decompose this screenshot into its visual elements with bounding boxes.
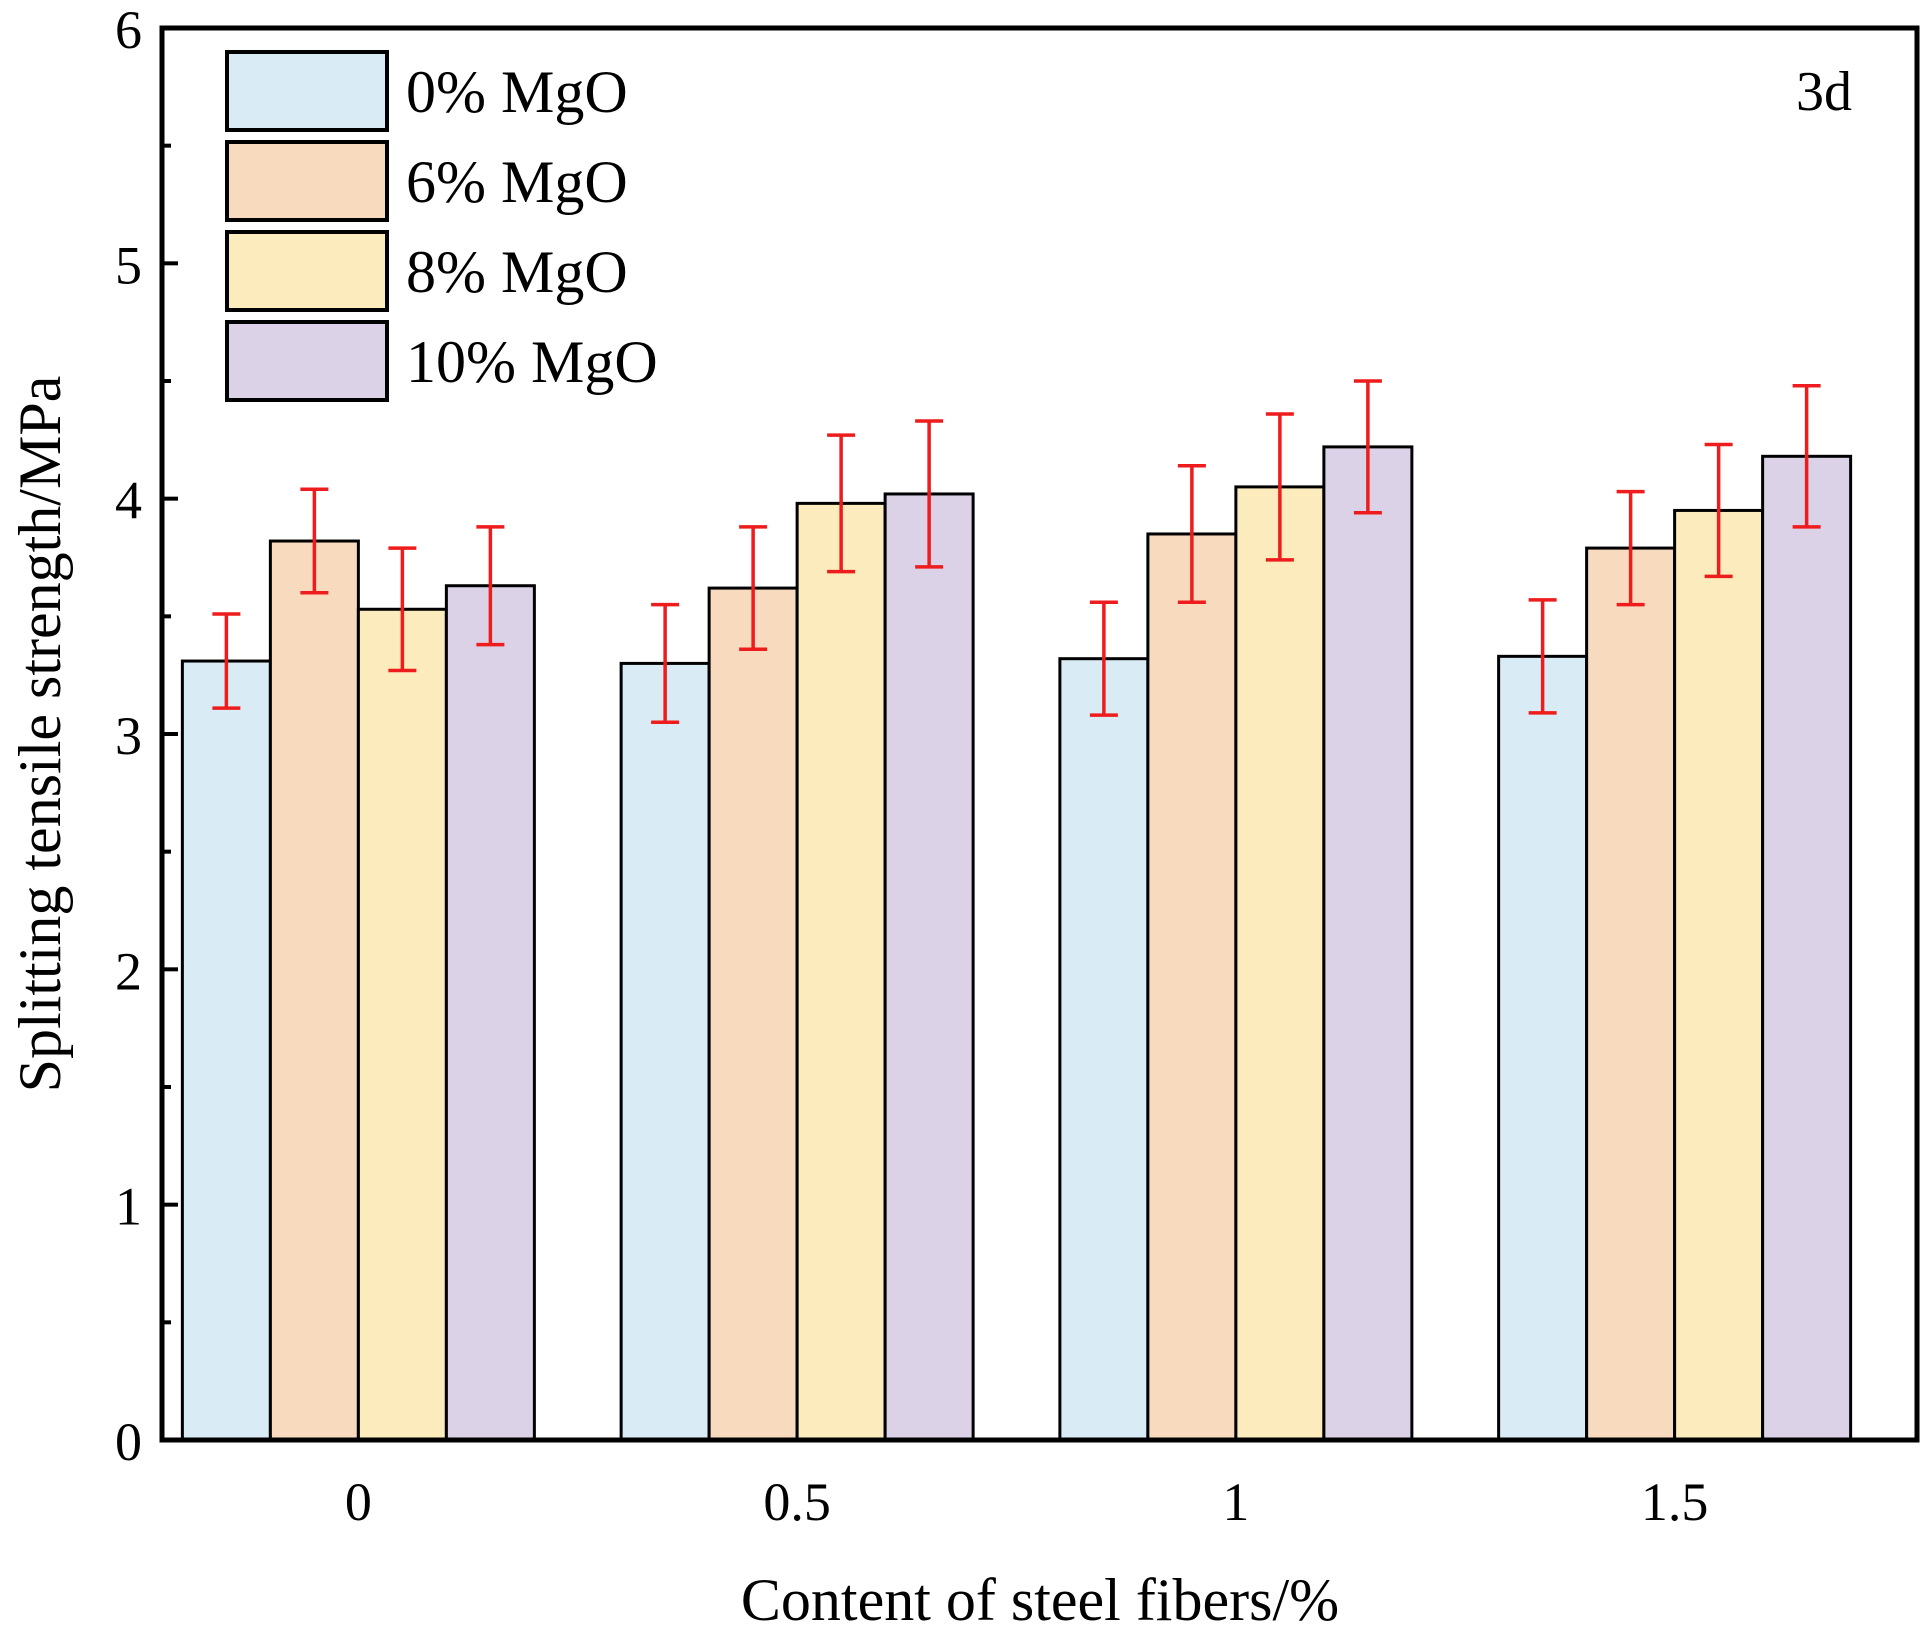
bar bbox=[356, 607, 448, 1442]
legend: 0% MgO 6% MgO 8% MgO 10% MgO bbox=[225, 50, 658, 402]
error-bar bbox=[1089, 600, 1118, 717]
legend-item: 10% MgO bbox=[225, 320, 658, 402]
bar bbox=[1761, 454, 1853, 1442]
error-bar bbox=[739, 525, 768, 652]
x-axis-title: Content of steel fibers/% bbox=[741, 1567, 1339, 1632]
bar bbox=[180, 659, 272, 1442]
error-bar bbox=[1616, 489, 1645, 607]
error-bar bbox=[1353, 379, 1382, 515]
legend-item: 0% MgO bbox=[225, 50, 628, 132]
bar bbox=[707, 586, 799, 1442]
y-tick-label: 5 bbox=[115, 235, 142, 295]
legend-label: 10% MgO bbox=[406, 329, 658, 395]
error-bar bbox=[300, 487, 329, 595]
bar bbox=[1322, 445, 1414, 1442]
error-bar bbox=[1528, 598, 1557, 715]
bar bbox=[1585, 546, 1677, 1442]
y-tick-label: 3 bbox=[115, 706, 142, 766]
y-axis: 0 1 2 3 4 5 6 bbox=[115, 0, 178, 1472]
bar bbox=[619, 661, 711, 1442]
y-tick-label: 1 bbox=[115, 1177, 142, 1237]
x-tick-label: 0.5 bbox=[763, 1472, 831, 1532]
legend-swatch bbox=[225, 230, 389, 312]
legend-label: 8% MgO bbox=[406, 239, 628, 305]
error-bar bbox=[388, 546, 417, 673]
y-tick-label: 6 bbox=[115, 0, 142, 60]
y-axis-title: Splitting tensile strength/MPa bbox=[7, 376, 73, 1093]
legend-swatch bbox=[225, 320, 389, 402]
bar bbox=[1497, 654, 1589, 1442]
bar bbox=[444, 584, 536, 1442]
error-bar bbox=[1792, 383, 1821, 529]
x-tick-label: 0 bbox=[345, 1472, 372, 1532]
bar bbox=[268, 539, 360, 1442]
legend-item: 6% MgO bbox=[225, 140, 628, 222]
error-bar bbox=[1265, 412, 1294, 562]
legend-item: 8% MgO bbox=[225, 230, 628, 312]
error-bar bbox=[1177, 463, 1206, 604]
bar bbox=[1234, 485, 1326, 1442]
x-axis: 0 0.5 1 1.5 bbox=[345, 1472, 1709, 1532]
y-tick-label: 2 bbox=[115, 941, 142, 1001]
legend-swatch bbox=[225, 140, 389, 222]
error-bar bbox=[212, 612, 241, 710]
x-tick-label: 1.5 bbox=[1641, 1472, 1709, 1532]
chart-annotation: 3d bbox=[1796, 61, 1852, 123]
y-tick-label: 4 bbox=[115, 471, 142, 531]
y-tick-label: 0 bbox=[115, 1412, 142, 1472]
error-bar bbox=[827, 433, 856, 574]
error-bars-layer bbox=[212, 379, 1821, 724]
bars-layer bbox=[180, 445, 1853, 1442]
error-bar bbox=[651, 602, 680, 724]
legend-label: 6% MgO bbox=[406, 149, 628, 215]
error-bar bbox=[476, 525, 505, 647]
bar bbox=[1146, 532, 1238, 1442]
error-bar bbox=[915, 419, 944, 569]
legend-swatch bbox=[225, 50, 389, 132]
legend-label: 0% MgO bbox=[406, 59, 628, 125]
bar bbox=[1673, 508, 1765, 1442]
bar bbox=[795, 501, 887, 1442]
bar bbox=[883, 492, 975, 1442]
x-tick-label: 1 bbox=[1222, 1472, 1249, 1532]
error-bar bbox=[1704, 442, 1733, 579]
bar bbox=[1058, 657, 1150, 1442]
